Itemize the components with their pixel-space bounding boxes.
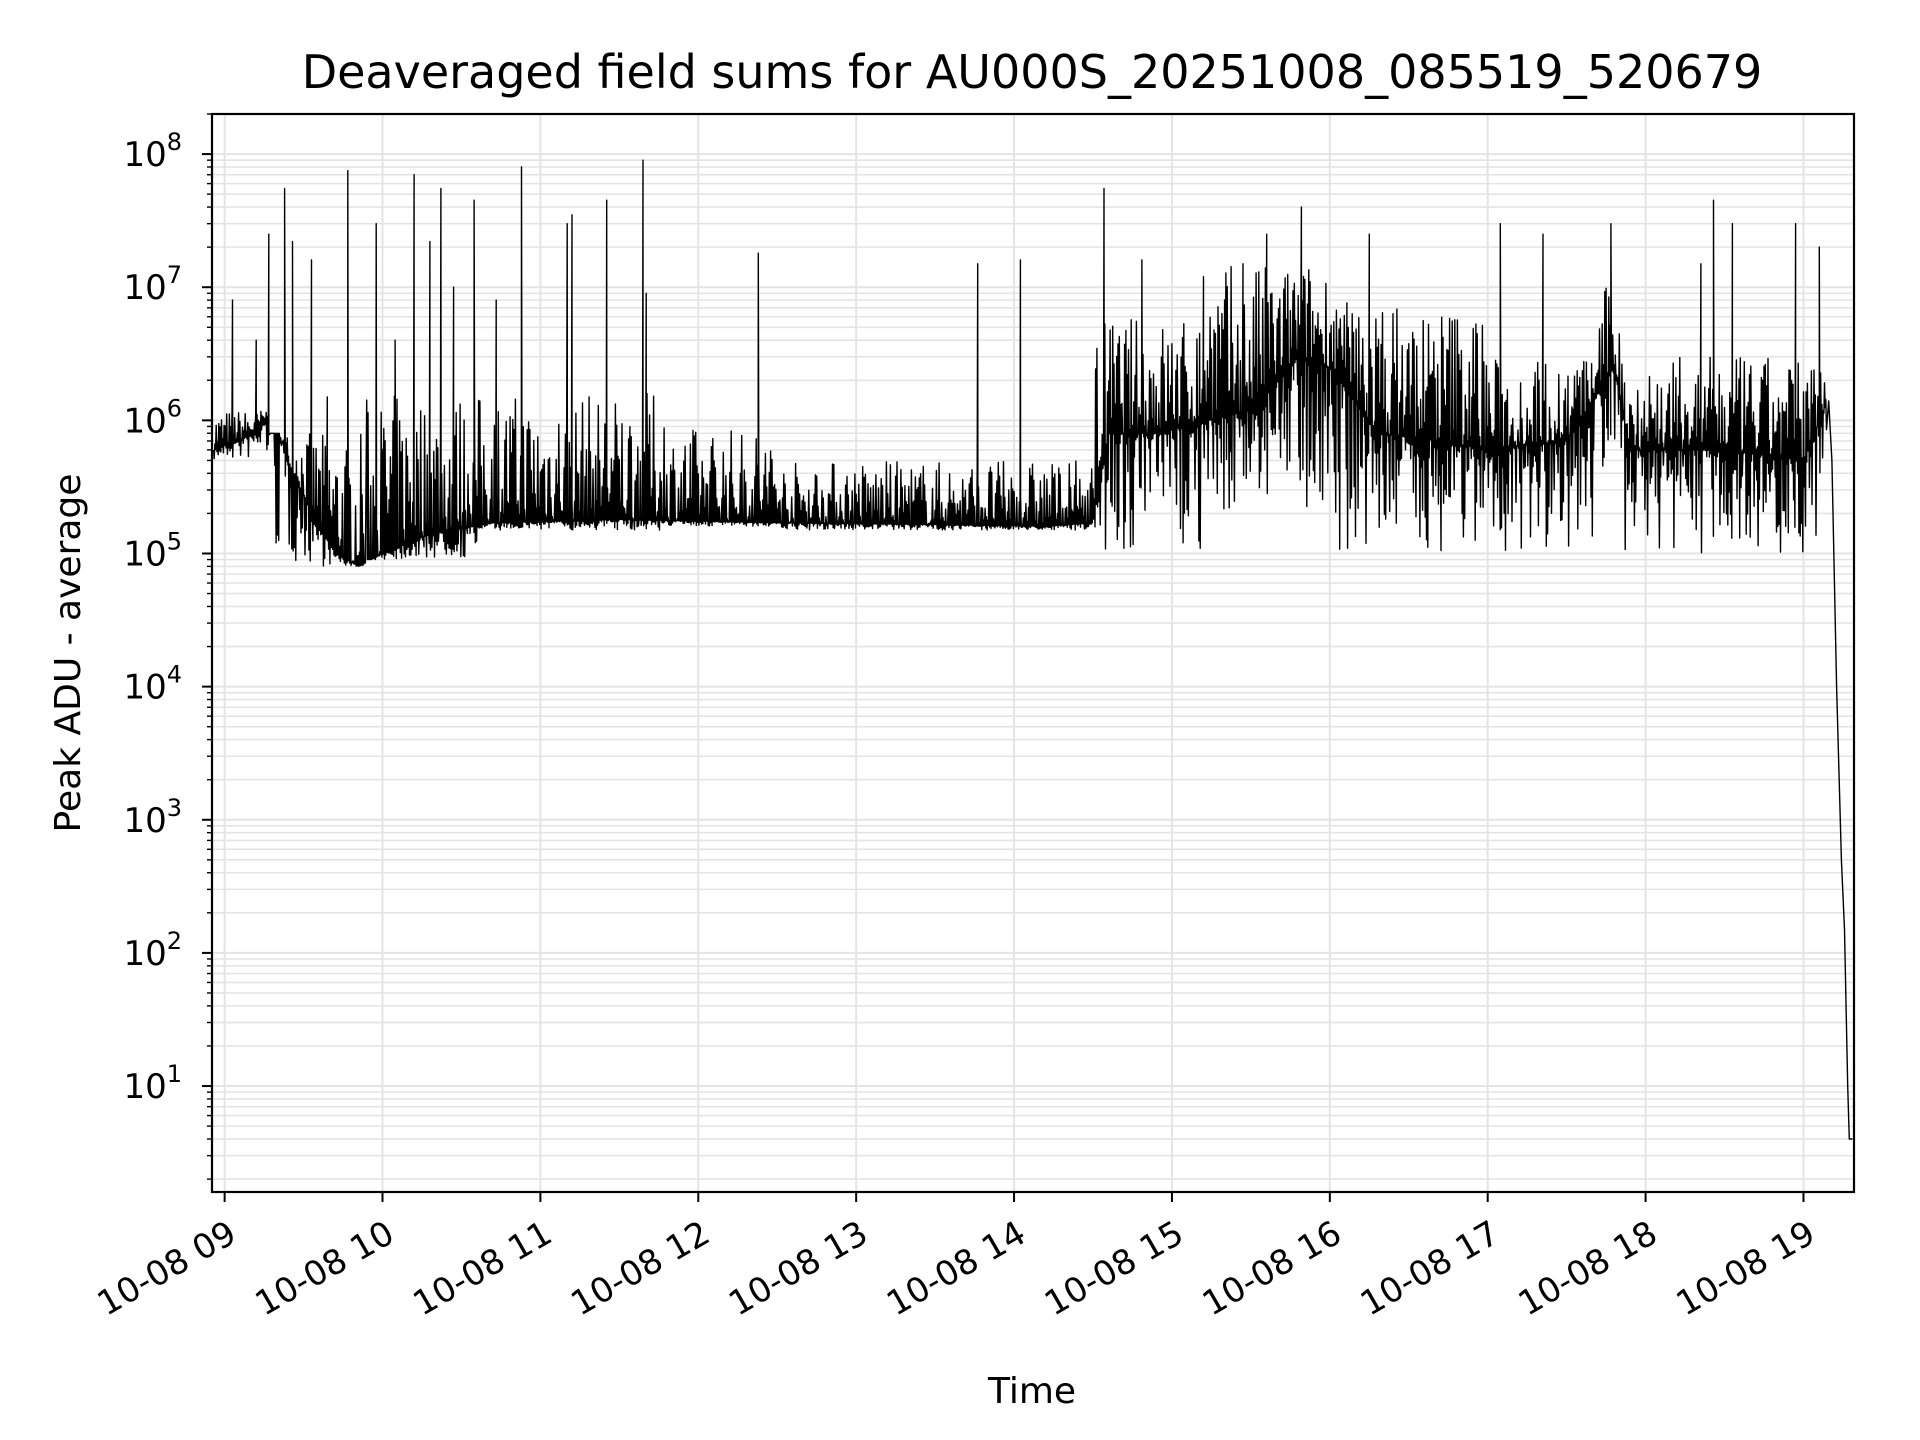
x-axis-ticks: 10-08 09 10-08 10 10-08 11 10-08 12 10-08 13… [91,1192,1822,1324]
x-tick-label: 10-08 11 [407,1213,559,1324]
y-axis-ticks: 101 102 103 104 105 106 107 108 [123,113,212,1180]
x-tick-label: 10-08 17 [1354,1213,1506,1324]
x-tick-label: 10-08 13 [722,1213,874,1324]
y-tick-label: 101 [123,1060,182,1107]
x-tick-label: 10-08 14 [880,1213,1032,1324]
x-tick-label: 10-08 12 [564,1213,716,1324]
x-axis-label: Time [987,1371,1076,1412]
y-tick-label: 105 [123,527,182,574]
y-tick-label: 107 [123,261,182,308]
series-line [212,159,1853,1140]
chart-title: Deaveraged field sums for AU000S_2025100… [302,45,1763,99]
x-tick-label: 10-08 16 [1196,1213,1348,1324]
y-axis-label: Peak ADU - average [48,474,89,833]
y-tick-label: 104 [123,661,182,708]
y-tick-label: 103 [123,794,182,841]
grid [212,113,1854,1192]
x-tick-label: 10-08 10 [249,1213,401,1324]
y-tick-label: 106 [123,394,182,441]
y-tick-label: 102 [123,927,182,974]
y-tick-label: 108 [123,128,182,175]
x-tick-label: 10-08 18 [1512,1213,1664,1324]
plot-frame [210,112,1856,1194]
x-tick-label: 10-08 15 [1038,1213,1190,1324]
x-tick-label: 10-08 19 [1670,1213,1822,1324]
data-series [212,159,1853,1140]
x-tick-label: 10-08 09 [91,1213,243,1324]
